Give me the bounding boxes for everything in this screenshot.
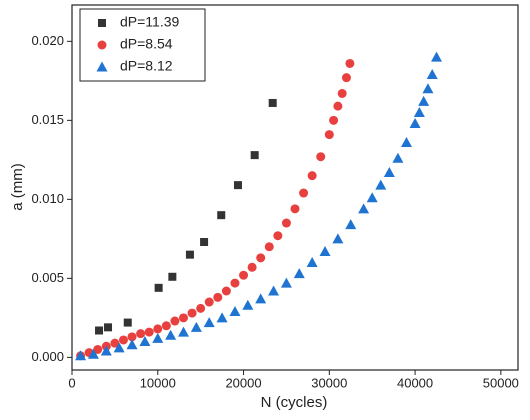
legend-label: dP=8.12 <box>120 58 173 74</box>
point <box>332 233 344 244</box>
point <box>401 136 412 147</box>
x-tick-label: 20000 <box>225 375 261 390</box>
point <box>422 83 434 94</box>
point <box>154 283 163 292</box>
x-tick-label: 50000 <box>483 375 519 390</box>
point <box>273 231 283 241</box>
point <box>413 106 425 117</box>
x-tick-label: 10000 <box>140 375 176 390</box>
point <box>221 286 231 296</box>
point <box>152 332 164 343</box>
point <box>375 179 387 190</box>
point <box>337 88 347 98</box>
point <box>153 324 163 334</box>
plot-frame <box>71 4 519 371</box>
point <box>216 312 228 323</box>
point <box>233 181 242 190</box>
point <box>165 329 177 340</box>
point <box>178 326 189 337</box>
point <box>213 292 223 302</box>
point <box>345 219 357 230</box>
point <box>268 285 280 296</box>
point <box>229 306 241 317</box>
point <box>316 152 326 162</box>
y-tick-label: 0.020 <box>31 33 64 48</box>
point <box>185 250 194 259</box>
legend-label: dP=8.54 <box>120 36 173 52</box>
legend-marker <box>96 61 108 72</box>
point <box>307 171 317 181</box>
point <box>345 58 355 68</box>
point <box>126 339 138 350</box>
point <box>280 277 292 288</box>
point <box>203 317 215 328</box>
point <box>127 332 137 342</box>
x-tick-label: 30000 <box>311 375 347 390</box>
point <box>392 152 404 163</box>
point <box>329 115 339 125</box>
point <box>118 335 128 345</box>
point <box>409 118 421 129</box>
point <box>319 245 331 256</box>
point <box>161 321 171 331</box>
legend-marker <box>98 19 106 27</box>
point <box>87 348 99 359</box>
point <box>136 329 146 339</box>
point <box>418 95 430 106</box>
x-axis-label: N (cycles) <box>261 394 328 411</box>
point <box>306 257 318 268</box>
point <box>239 270 249 280</box>
point <box>110 338 120 348</box>
point <box>104 323 113 332</box>
point <box>95 326 104 335</box>
point <box>168 272 177 281</box>
legend-label: dP=11.39 <box>120 14 180 30</box>
legend-marker <box>97 40 107 50</box>
point <box>264 242 274 252</box>
point <box>123 318 132 327</box>
x-tick-label: 40000 <box>397 375 433 390</box>
y-tick-label: 0.010 <box>31 191 64 206</box>
y-tick-label: 0.015 <box>31 112 64 127</box>
point <box>299 188 309 198</box>
point <box>383 166 395 177</box>
point <box>324 130 334 140</box>
y-tick-label: 0.005 <box>31 270 64 285</box>
point <box>281 218 291 228</box>
point <box>200 238 209 247</box>
point <box>333 101 343 111</box>
point <box>113 342 125 353</box>
point <box>187 308 197 318</box>
point <box>196 303 206 313</box>
point <box>230 278 240 288</box>
point <box>431 51 443 62</box>
point <box>268 98 277 107</box>
x-tick-label: 0 <box>68 375 75 390</box>
point <box>293 268 305 279</box>
point <box>366 192 378 203</box>
point <box>139 336 151 347</box>
point <box>75 350 87 361</box>
point <box>190 321 202 332</box>
point <box>170 316 180 326</box>
point <box>341 73 351 83</box>
point <box>250 151 259 160</box>
point <box>179 313 188 323</box>
point <box>255 293 267 304</box>
point <box>204 297 214 307</box>
point <box>358 203 370 214</box>
point <box>247 262 257 272</box>
point <box>242 299 254 310</box>
y-axis-label: a (mm) <box>9 163 26 211</box>
point <box>290 204 300 214</box>
point <box>144 327 154 337</box>
y-tick-label: 0.000 <box>31 349 64 364</box>
point <box>256 253 266 263</box>
point <box>426 69 438 80</box>
point <box>100 345 112 356</box>
point <box>93 344 103 354</box>
point <box>217 211 226 220</box>
